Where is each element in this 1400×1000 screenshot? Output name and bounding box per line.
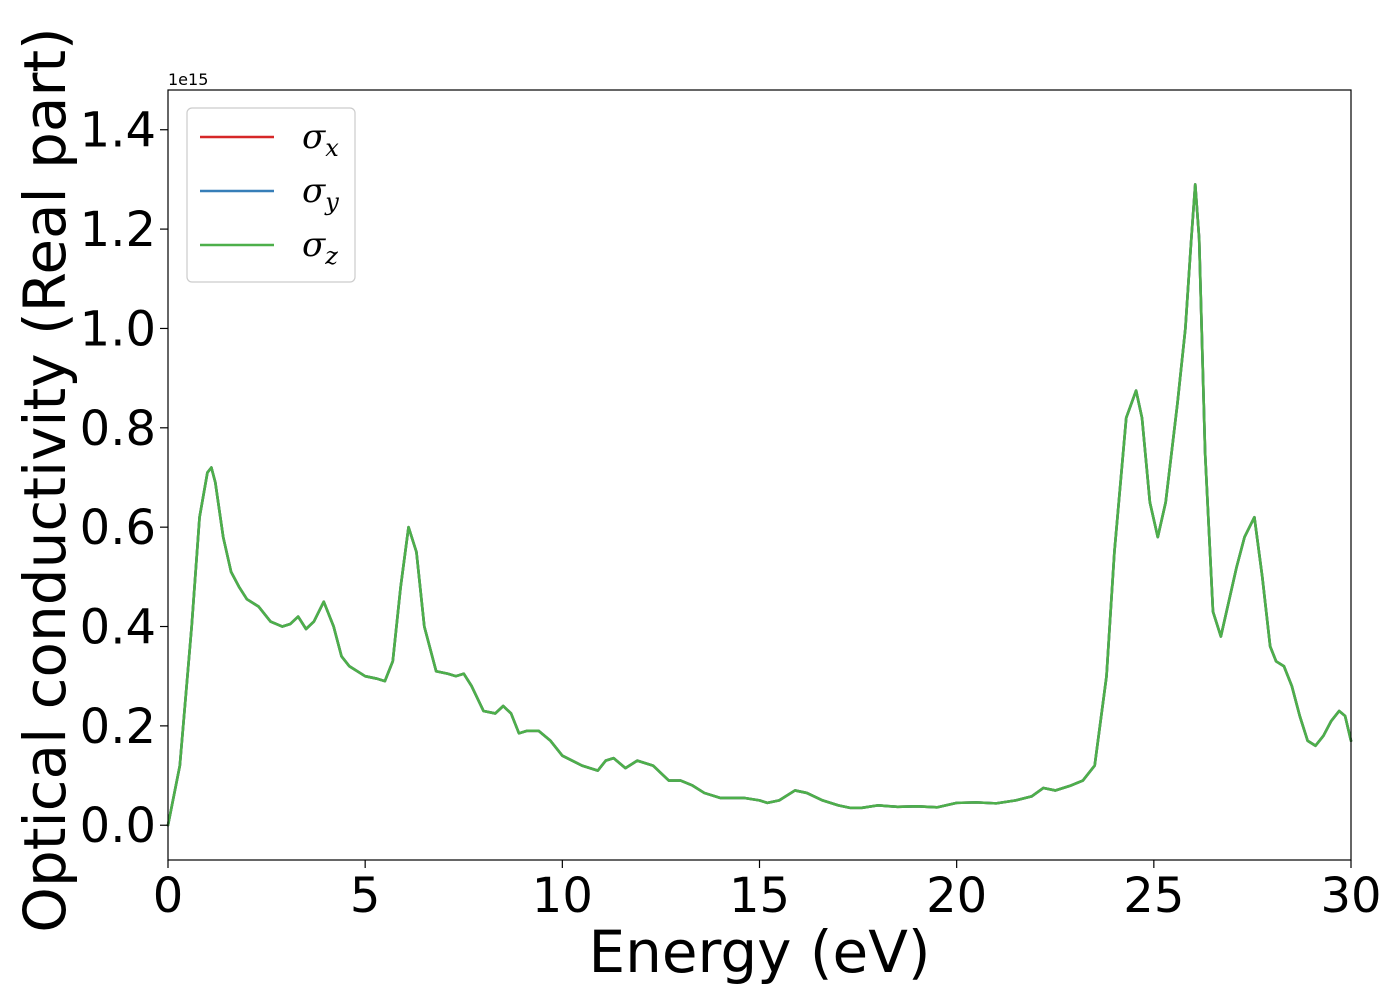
y-tick-label: 0.4 [80, 600, 156, 656]
y-tick-label: 0.6 [80, 500, 156, 556]
y-axis-title: Optical conductivity (Real part) [11, 27, 79, 932]
x-axis-title: Energy (eV) [588, 918, 930, 986]
y-tick-label: 0.2 [80, 699, 156, 755]
x-axis: 0 5 10 15 20 25 30 [153, 860, 1382, 924]
legend-box [186, 107, 356, 283]
legend: σx σy σz [186, 107, 356, 283]
y-tick-label: 1.4 [80, 103, 156, 159]
y-tick-label: 1.2 [80, 202, 156, 258]
y-tick-label: 1.0 [80, 301, 156, 357]
x-tick-label: 30 [1320, 868, 1381, 924]
x-tick-label: 5 [350, 868, 381, 924]
y-offset-label: 1e15 [168, 70, 208, 89]
y-tick-label: 0.0 [80, 798, 156, 854]
legend-label: σx [302, 117, 339, 162]
x-tick-label: 20 [926, 868, 987, 924]
series-layer [166, 183, 1353, 827]
legend-label: σy [302, 171, 339, 216]
y-axis: 0.0 0.2 0.4 0.6 0.8 1.0 1.2 1.4 [80, 103, 168, 854]
y-tick-label: 0.8 [80, 401, 156, 457]
x-tick-label: 25 [1123, 868, 1184, 924]
x-tick-label: 0 [153, 868, 184, 924]
series-line-2 [166, 183, 1353, 827]
x-tick-label: 15 [729, 868, 790, 924]
x-tick-label: 10 [532, 868, 593, 924]
legend-label: σz [302, 225, 338, 270]
